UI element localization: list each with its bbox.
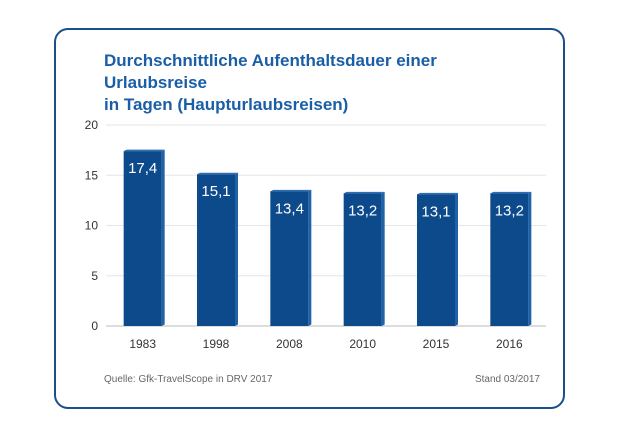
value-label: 15,1 <box>201 183 230 200</box>
y-tick-label: 5 <box>91 269 98 283</box>
bar-side-2008 <box>308 189 312 326</box>
value-label: 13,2 <box>495 202 524 219</box>
bar-2016 <box>490 193 529 326</box>
bar-1998 <box>197 174 235 326</box>
y-tick-label: 20 <box>85 118 99 132</box>
bar-top-1983 <box>123 149 165 152</box>
bar-top-2016 <box>490 191 532 194</box>
bar-top-2010 <box>343 191 385 194</box>
x-tick-label: 2008 <box>276 337 303 351</box>
value-label: 13,2 <box>348 202 377 219</box>
source-note: Quelle: Gfk-TravelScope in DRV 2017 <box>104 374 273 385</box>
value-label: 13,1 <box>421 203 450 220</box>
y-tick-label: 0 <box>91 319 98 333</box>
stand-note: Stand 03/2017 <box>474 374 540 385</box>
bar-side-1998 <box>235 172 238 326</box>
bar-2008 <box>270 191 309 326</box>
y-tick-label: 10 <box>85 219 99 233</box>
x-tick-label: 1983 <box>129 337 156 351</box>
chart-title: Durchschnittliche Aufenthaltsdauer einer… <box>104 50 544 116</box>
x-tick-label: 2015 <box>423 337 450 351</box>
bar-side-1983 <box>161 149 165 326</box>
bar-top-2008 <box>270 189 312 192</box>
x-tick-label: 1998 <box>203 337 230 351</box>
bar-side-2010 <box>381 191 385 326</box>
bar-1983 <box>123 151 162 326</box>
bar-side-2016 <box>528 191 532 326</box>
bar-2015 <box>417 194 455 326</box>
bar-top-1998 <box>197 172 238 175</box>
chart-title-line-2: in Tagen (Haupturlaubsreisen) <box>104 95 349 114</box>
bar-side-2015 <box>455 192 458 326</box>
bar-2010 <box>343 193 382 326</box>
x-tick-label: 2010 <box>349 337 376 351</box>
x-tick-label: 2016 <box>496 337 523 351</box>
chart-title-line-1: Durchschnittliche Aufenthaltsdauer einer… <box>104 51 437 92</box>
y-tick-label: 15 <box>85 168 99 182</box>
bar-top-2015 <box>417 192 458 195</box>
value-label: 17,4 <box>128 160 157 177</box>
value-label: 13,4 <box>275 200 304 217</box>
